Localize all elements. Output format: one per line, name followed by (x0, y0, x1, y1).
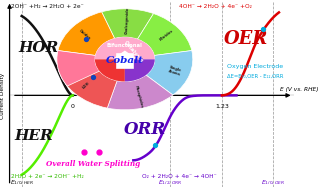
Text: Cobalt: Cobalt (106, 56, 144, 65)
Text: Phosphides: Phosphides (134, 85, 143, 109)
Wedge shape (58, 63, 117, 108)
Text: $E_{{1/0,HER}}$: $E_{{1/0,HER}}$ (10, 179, 34, 187)
Text: Oxygen Electrode: Oxygen Electrode (227, 64, 283, 69)
Text: E (V vs. RHE): E (V vs. RHE) (280, 88, 319, 92)
Wedge shape (107, 75, 173, 110)
Text: $E_{{1/2,ORR}}$: $E_{{1/2,ORR}}$ (158, 179, 182, 187)
FancyBboxPatch shape (117, 53, 133, 68)
Text: Chalcogenide: Chalcogenide (125, 7, 130, 34)
Wedge shape (58, 12, 115, 55)
Text: LDH: LDH (82, 81, 91, 90)
Text: Overall Water Splitting: Overall Water Splitting (46, 160, 140, 168)
Text: O₂ + 2H₂O + 4e⁻ → 4OH⁻: O₂ + 2H₂O + 4e⁻ → 4OH⁻ (142, 174, 217, 179)
Text: Oxides: Oxides (78, 28, 91, 40)
Text: 4OH⁻ → 2H₂O + 4e⁻ +O₂: 4OH⁻ → 2H₂O + 4e⁻ +O₂ (179, 4, 252, 9)
Text: HOR: HOR (19, 42, 59, 56)
Text: Current Density: Current Density (0, 72, 5, 119)
Text: 0: 0 (71, 104, 74, 108)
Text: 2H₂O + 2e⁻ → 2OH⁻ +H₂: 2H₂O + 2e⁻ → 2OH⁻ +H₂ (11, 174, 83, 179)
Text: ORR: ORR (124, 121, 167, 138)
Wedge shape (137, 14, 192, 55)
Text: 2OH⁻ +H₂ → 2H₂O + 2e⁻: 2OH⁻ +H₂ → 2H₂O + 2e⁻ (11, 4, 83, 9)
Wedge shape (95, 59, 125, 81)
Wedge shape (57, 50, 100, 86)
Text: HER: HER (14, 129, 53, 143)
Wedge shape (125, 59, 155, 81)
Wedge shape (95, 37, 155, 59)
Text: ΔE=E₁₀,OER - E₁₂,ORR: ΔE=E₁₀,OER - E₁₂,ORR (227, 74, 283, 79)
Text: OER: OER (224, 30, 268, 48)
Text: Bifunctional: Bifunctional (107, 43, 143, 48)
Text: 1.23: 1.23 (215, 104, 229, 108)
Text: Single
Atoms: Single Atoms (168, 65, 182, 77)
Text: Nitrides: Nitrides (159, 29, 174, 42)
Text: Catalysts: Catalysts (123, 40, 144, 64)
Wedge shape (102, 9, 153, 39)
Wedge shape (146, 50, 193, 95)
Polygon shape (115, 51, 135, 58)
Text: $E_{{1/0,OER}}$: $E_{{1/0,OER}}$ (261, 179, 285, 187)
